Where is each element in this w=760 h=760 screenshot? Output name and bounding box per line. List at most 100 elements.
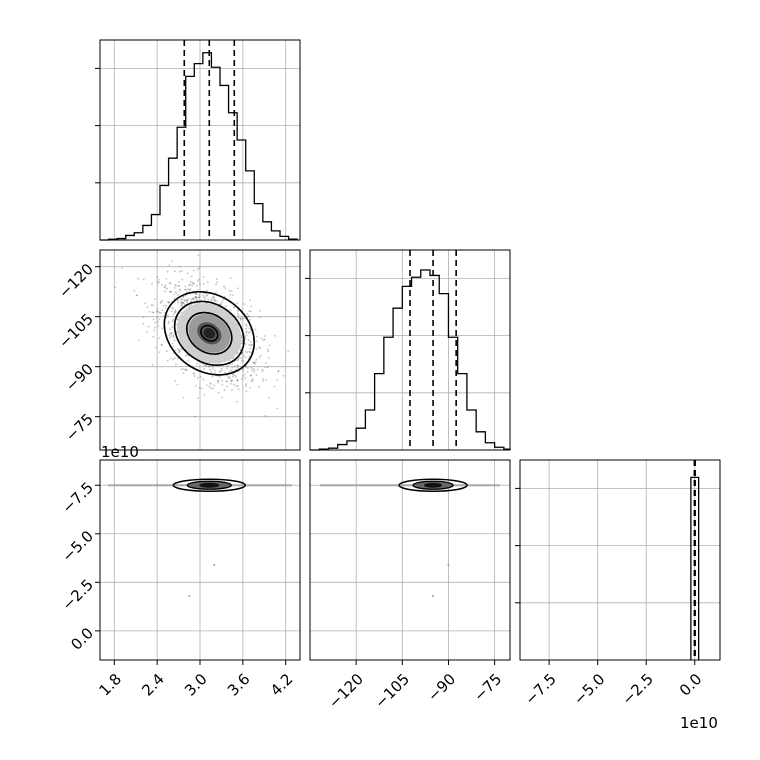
scatter-p1-p2-point — [200, 387, 203, 390]
scatter-p1-p2-point — [244, 327, 247, 330]
scatter-p1-p2-point — [173, 270, 176, 273]
scatter-p1-p2-point — [195, 384, 198, 387]
scatter-p1-p2-point — [173, 287, 176, 289]
scatter-p2-p3-outlier-0 — [447, 563, 450, 566]
scatter-p1-p2-point — [159, 311, 162, 314]
scatter-p1-p2-point — [202, 292, 205, 295]
scatter-p1-p2-point — [178, 349, 180, 351]
scatter-p1-p2-contour-3 — [200, 324, 219, 342]
scatter-p1-p2-point — [267, 366, 269, 369]
scatter-p1-p2-point — [234, 374, 237, 377]
scatter-p1-p2-point — [228, 375, 231, 378]
scatter-p1-p2-point — [168, 336, 171, 339]
scatter-p1-p2-point — [230, 290, 233, 293]
scatter-p1-p2-point — [184, 285, 187, 288]
scatter-p1-p2-point — [241, 378, 243, 380]
scatter-p1-p2-point — [236, 379, 239, 381]
scatter-p1-p2-point — [244, 343, 247, 345]
scatter-p1-p2-point — [206, 289, 208, 292]
scatter-p1-p2-point — [243, 303, 246, 305]
scatter-p1-p2-point — [197, 397, 199, 400]
scatter-p1-p2-point — [241, 339, 244, 342]
scatter-p1-p2-point — [246, 371, 249, 373]
scatter-p1-p2-point — [251, 344, 253, 346]
scatter-p1-p2-point — [206, 294, 209, 297]
scatter-p1-p3-ytick-label-3: −7.5 — [59, 479, 97, 517]
scatter-p1-p2-point — [152, 304, 155, 306]
scatter-p1-p2-point — [234, 368, 237, 371]
scatter-p1-p2-point — [195, 299, 198, 302]
scatter-p1-p2-contour-2 — [186, 311, 233, 355]
scatter-p1-p2-point — [213, 298, 216, 300]
scatter-p1-p2-point — [146, 306, 149, 309]
scatter-p1-p2-point — [241, 352, 244, 355]
scatter-p1-p2-point — [195, 296, 198, 299]
hist-param-3-frame — [519, 459, 721, 661]
scatter-p1-p2-point — [133, 289, 136, 292]
scatter-p1-p2-point — [246, 367, 249, 369]
scatter-p1-p2-point — [173, 297, 176, 300]
scatter-p1-p2-point — [193, 375, 196, 377]
scatter-p1-p2-point — [166, 350, 168, 353]
scatter-p1-p2-point — [196, 284, 199, 287]
scatter-p1-p2-point — [240, 334, 243, 337]
scatter-p1-p2-point — [256, 368, 259, 371]
scatter-p1-p2-point — [250, 305, 252, 307]
scatter-p1-p2-point — [203, 368, 206, 370]
scatter-p1-p2-point — [224, 371, 227, 374]
scatter-p1-p2-point — [174, 309, 177, 311]
scatter-p1-p2-point — [223, 285, 226, 288]
scatter-p1-p2-point — [178, 350, 181, 353]
scatter-p1-p2-point — [190, 275, 193, 278]
scatter-p1-p2-point — [248, 315, 251, 318]
scatter-p1-p2-point — [276, 379, 279, 381]
scatter-p1-p2-point — [167, 322, 170, 325]
scatter-p1-p2-point — [242, 369, 244, 372]
scatter-p1-p2-point — [181, 270, 183, 272]
scatter-p1-p2-point — [161, 299, 164, 302]
scatter-p1-p2-point — [137, 277, 140, 280]
hist-param-3-hist-steps — [690, 476, 700, 660]
scatter-p1-p2-point — [215, 283, 218, 286]
scatter-p1-p2-point — [250, 374, 252, 377]
scatter-p1-p2-point — [174, 311, 177, 314]
scatter-p1-p2-point — [158, 337, 161, 339]
scatter-p1-p2-point — [219, 371, 221, 374]
scatter-p1-p2-point — [202, 378, 205, 381]
scatter-p1-p2-point — [212, 387, 214, 390]
scatter-p1-p2-point — [156, 281, 159, 284]
scatter-p1-p2-point — [192, 297, 195, 300]
scatter-p1-p2-point — [230, 380, 232, 382]
scatter-p1-p2-point — [266, 348, 269, 351]
scatter-p1-p2-point — [244, 366, 247, 368]
scatter-p1-p2-point — [241, 356, 244, 359]
scatter-p1-p2-point — [210, 298, 212, 301]
scatter-p1-p2-point — [221, 383, 224, 386]
scatter-p1-p2-point — [253, 368, 256, 371]
scatter-p1-p2-point — [178, 351, 180, 354]
scatter-p1-p2-point — [192, 372, 195, 375]
scatter-p1-p2-point — [277, 369, 280, 372]
scatter-p1-p2-point — [268, 344, 271, 347]
scatter-p1-p2-point — [172, 307, 174, 309]
scatter-p1-p2-point — [195, 299, 198, 302]
scatter-p1-p2-point — [184, 294, 187, 297]
scatter-p1-p2-point — [251, 369, 254, 372]
scatter-p1-p2-point — [198, 386, 201, 389]
scatter-p1-p2-point — [224, 305, 227, 308]
scatter-p1-p2-point — [168, 282, 171, 284]
scatter-p1-p2-point — [194, 297, 197, 299]
scatter-p1-p2-point — [237, 358, 240, 360]
scatter-p1-p2-point — [169, 332, 172, 335]
scatter-p1-p2-point — [224, 287, 227, 290]
scatter-p1-p2-point — [246, 325, 248, 327]
scatter-p1-p2-point — [197, 280, 200, 282]
scatter-p1-p2-point — [211, 296, 214, 299]
scatter-p1-p2-point — [197, 297, 200, 299]
scatter-p1-p2-point — [161, 309, 164, 311]
scatter-p1-p2-point — [250, 379, 253, 382]
scatter-p1-p2-point — [222, 298, 225, 301]
scatter-p1-p2-point — [158, 318, 161, 321]
scatter-p1-p2-point — [181, 302, 184, 305]
scatter-p1-p2-point — [197, 288, 199, 291]
